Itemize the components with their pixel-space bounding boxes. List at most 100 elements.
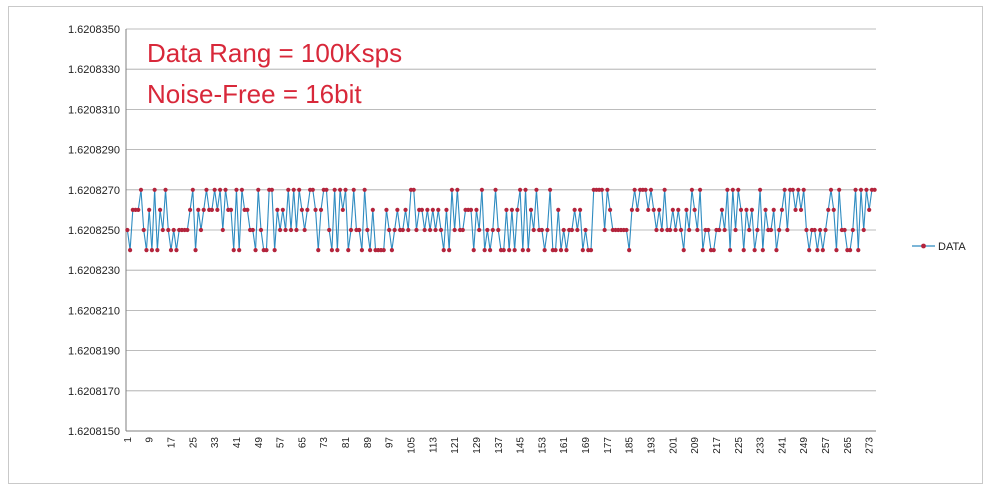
data-point xyxy=(558,248,564,253)
series-line-segment xyxy=(279,209,284,231)
data-point xyxy=(545,227,550,233)
series-line-segment xyxy=(778,209,783,231)
series-line-segment xyxy=(358,229,363,251)
data-point xyxy=(730,187,735,192)
data-point xyxy=(706,227,711,233)
series-line-segment xyxy=(429,209,434,231)
series-line-segment xyxy=(205,189,210,210)
data-point xyxy=(831,207,836,212)
data-point xyxy=(485,227,490,233)
y-tick-label: 1.6208350 xyxy=(68,24,120,36)
series-line-segment xyxy=(407,189,412,231)
series-line-segment xyxy=(225,189,229,210)
data-point xyxy=(430,207,435,212)
data-point xyxy=(654,227,659,233)
series-line-segment xyxy=(432,209,437,231)
series-line-segment xyxy=(664,189,668,231)
series-line-segment xyxy=(781,189,786,210)
series-line-segment xyxy=(680,229,685,251)
data-point xyxy=(381,248,386,253)
data-point xyxy=(155,248,160,253)
data-point xyxy=(695,227,700,233)
series-line-segment xyxy=(557,209,562,251)
series-line-segment xyxy=(822,229,827,251)
series-line-segment xyxy=(235,189,240,251)
series-line-segment xyxy=(653,209,657,231)
series-line-segment xyxy=(222,189,227,231)
series-line-segment xyxy=(203,189,207,210)
series-line-segment xyxy=(868,189,873,210)
x-tick-label: 97 xyxy=(385,437,396,449)
series-line-segment xyxy=(290,189,295,231)
data-point xyxy=(853,187,858,192)
data-point xyxy=(534,187,539,192)
data-point xyxy=(362,187,367,192)
data-point xyxy=(553,248,558,253)
data-point xyxy=(168,248,174,253)
series-line-segment xyxy=(426,209,431,231)
data-point xyxy=(847,248,853,253)
data-point xyxy=(561,227,566,233)
series-line-segment xyxy=(372,209,377,251)
series-line-segment xyxy=(342,189,347,210)
series-line-segment xyxy=(805,229,810,251)
data-point xyxy=(351,187,356,192)
data-point xyxy=(577,207,583,212)
series-line-segment xyxy=(481,189,486,251)
series-line-segment xyxy=(462,209,467,231)
data-point xyxy=(272,248,277,253)
series-line-segment xyxy=(456,189,461,231)
series-line-segment xyxy=(792,189,797,210)
data-point xyxy=(657,207,662,212)
series-line-segment xyxy=(571,209,576,231)
data-point xyxy=(804,227,809,233)
data-point xyxy=(777,227,782,233)
data-point xyxy=(387,227,392,233)
data-point xyxy=(512,248,517,253)
legend: DATA xyxy=(912,241,966,253)
data-point xyxy=(209,207,215,212)
series-line-segment xyxy=(194,209,199,251)
series-line-segment xyxy=(361,189,366,251)
annotation-data-rate: Data Rang = 100Ksps xyxy=(147,38,402,68)
x-tick-label: 257 xyxy=(821,437,832,454)
series-line-segment xyxy=(702,229,707,251)
series-line-segment xyxy=(173,229,177,251)
series-line-segment xyxy=(677,209,682,231)
data-point xyxy=(523,187,528,192)
series-line-segment xyxy=(489,229,494,251)
legend-marker-swatch xyxy=(921,243,926,249)
series-line-segment xyxy=(658,209,663,231)
chart-frame: 1.6208150 1.6208170 1.6208190 1.6208210 1.62… xyxy=(8,6,983,484)
data-point xyxy=(212,187,217,192)
x-tick-label: 169 xyxy=(581,437,592,454)
series-line-segment xyxy=(775,229,780,251)
data-point xyxy=(629,207,635,212)
data-point xyxy=(828,187,834,192)
data-point xyxy=(755,227,760,233)
data-point xyxy=(531,227,536,233)
series-line-segment xyxy=(628,209,633,251)
series-line-segment xyxy=(647,189,652,210)
series-line-segment xyxy=(241,189,246,210)
x-tick-label: 209 xyxy=(690,437,701,454)
data-point xyxy=(526,248,531,253)
series-line-segment xyxy=(549,189,554,251)
data-point xyxy=(569,227,575,233)
data-point xyxy=(768,227,774,233)
series-line-segment xyxy=(838,189,843,231)
series-line-segment xyxy=(151,189,156,251)
data-point xyxy=(779,207,785,212)
series-line-segment xyxy=(751,209,756,251)
series-line-segment xyxy=(364,189,368,231)
series-line-segment xyxy=(582,229,587,251)
data-point xyxy=(635,207,640,212)
data-point xyxy=(689,187,695,192)
series-line-segment xyxy=(312,189,317,210)
x-tick-label: 1 xyxy=(123,437,134,443)
x-tick-label: 193 xyxy=(647,437,658,454)
series-line-segment xyxy=(748,209,753,231)
series-line-segment xyxy=(669,209,674,231)
series-line-segment xyxy=(661,189,666,231)
series-line-segment xyxy=(721,209,726,231)
